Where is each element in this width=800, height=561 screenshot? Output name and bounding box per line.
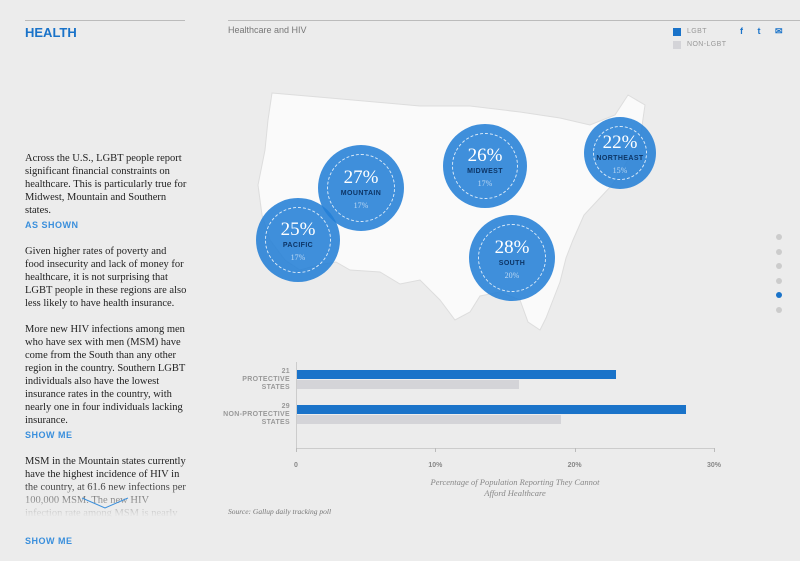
non-lgbt-percent: 17% xyxy=(477,179,493,188)
x-axis-label: Percentage of Population Reporting They … xyxy=(430,477,600,498)
fade xyxy=(0,480,190,533)
lgbt-percent: 28% xyxy=(494,237,530,258)
bar xyxy=(296,370,617,379)
region-name: SOUTH xyxy=(498,260,526,267)
text-block: Across the U.S., LGBT people report sign… xyxy=(25,152,187,232)
non-lgbt-percent: 20% xyxy=(504,271,520,280)
section-title: HEALTH xyxy=(25,25,77,40)
lgbt-percent: 26% xyxy=(467,145,503,166)
category-count: 21 xyxy=(281,368,290,375)
scroll-arrow[interactable] xyxy=(80,496,130,510)
x-tick-label: 10% xyxy=(428,462,443,469)
tick-mark xyxy=(296,448,297,452)
axis-line xyxy=(296,362,297,448)
link[interactable]: AS SHOWN xyxy=(25,220,79,230)
tick-mark xyxy=(574,448,576,452)
lgbt-percent: 25% xyxy=(280,219,316,240)
region-name: NORTHEAST xyxy=(596,155,644,162)
dashed-ring xyxy=(452,133,518,199)
lgbt-percent: 22% xyxy=(602,132,638,153)
text-block: Given higher rates of poverty and food i… xyxy=(25,245,187,310)
page: HEALTH Healthcare and HIV f t ✉ LGBT NON-… xyxy=(0,20,800,546)
nav-dot xyxy=(776,292,782,298)
category-label: PROTECTIVE STATES xyxy=(242,376,290,391)
legend-swatch xyxy=(673,28,681,36)
dashed-ring xyxy=(593,126,647,180)
bar xyxy=(296,415,561,424)
non-lgbt-percent: 17% xyxy=(290,253,306,262)
nav-dot xyxy=(776,306,782,313)
page-title: Healthcare and HIV xyxy=(228,25,307,35)
region-circle: 28% SOUTH 20% xyxy=(469,215,555,301)
region-circle: 26% MIDWEST 17% xyxy=(443,124,527,208)
lgbt-percent: 27% xyxy=(343,167,379,188)
nav-dot xyxy=(776,277,782,284)
x-tick-label: 0 xyxy=(294,462,298,469)
paragraph: Given higher rates of poverty and food i… xyxy=(25,246,187,309)
tick-mark xyxy=(435,448,437,452)
category-count: 29 xyxy=(281,403,290,410)
x-tick-label: 30% xyxy=(706,462,721,469)
rule xyxy=(228,20,800,21)
legend-label: NON-LGBT xyxy=(687,41,727,48)
nav-dot xyxy=(776,234,782,240)
region-name: PACIFIC xyxy=(282,242,314,249)
region-name: MOUNTAIN xyxy=(340,190,382,197)
axis-line xyxy=(296,448,714,449)
source: Source: Gallup daily tracking poll xyxy=(228,507,332,516)
dashed-ring xyxy=(327,154,395,222)
dashed-ring xyxy=(478,224,546,292)
nav-dot xyxy=(776,248,782,255)
nav-dot xyxy=(776,263,782,269)
bar xyxy=(296,405,687,414)
paragraph: Across the U.S., LGBT people report sign… xyxy=(25,153,187,216)
legend-swatch xyxy=(673,41,681,49)
category-label: NON-PROTECTIVE STATES xyxy=(223,411,290,426)
rule xyxy=(25,20,185,21)
legend-label: LGBT xyxy=(687,28,707,35)
share-icons[interactable]: f t ✉ xyxy=(740,26,789,36)
bar xyxy=(296,380,519,389)
link[interactable]: SHOW ME xyxy=(25,430,73,440)
paragraph: More new HIV infections among men who ha… xyxy=(25,324,186,426)
region-circle: 22% NORTHEAST 15% xyxy=(584,117,656,189)
region-name: MIDWEST xyxy=(467,168,503,175)
text-block: More new HIV infections among men who ha… xyxy=(25,323,187,442)
map xyxy=(257,92,646,331)
tick-mark xyxy=(714,448,715,452)
region-circle: 27% MOUNTAIN 17% xyxy=(318,145,404,231)
non-lgbt-percent: 15% xyxy=(612,166,628,175)
non-lgbt-percent: 17% xyxy=(353,201,369,210)
link[interactable]: SHOW ME xyxy=(25,536,73,546)
dashed-ring xyxy=(265,207,331,273)
x-tick-label: 20% xyxy=(567,462,582,469)
